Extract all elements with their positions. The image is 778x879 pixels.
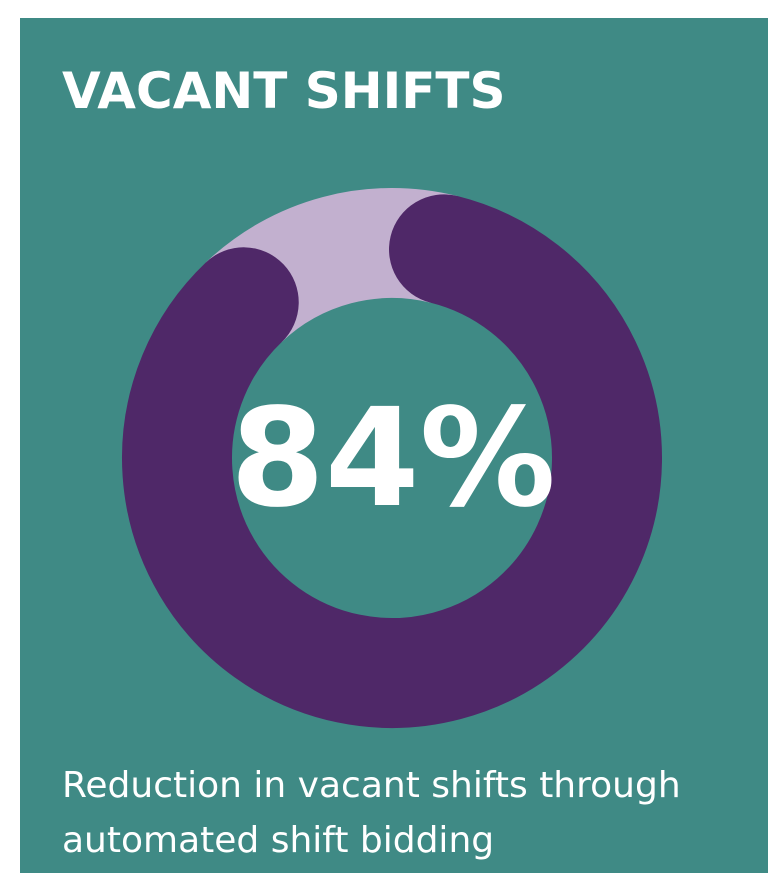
title: VACANT SHIFTS xyxy=(62,62,505,120)
description-line: Reduction in vacant shifts through xyxy=(62,765,681,806)
donut xyxy=(122,188,662,728)
description-line: automated shift bidding xyxy=(62,820,494,861)
donut-segment xyxy=(122,194,662,728)
center-value-label: 84% xyxy=(230,380,556,538)
